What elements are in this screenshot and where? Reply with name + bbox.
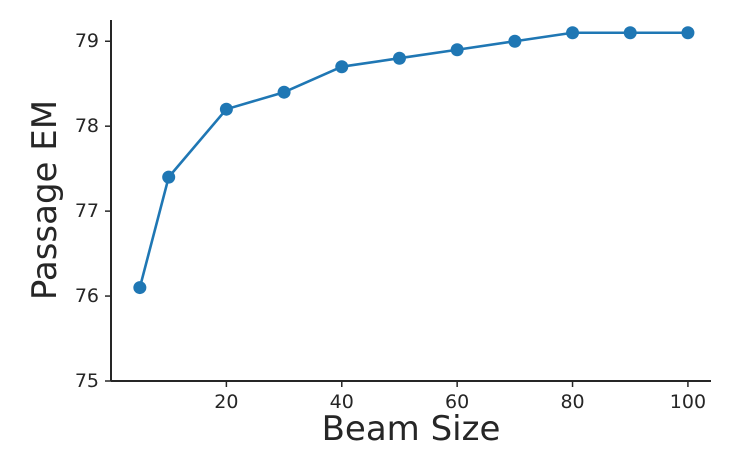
x-tick-label: 80	[560, 391, 584, 413]
y-tick-label: 76	[75, 285, 99, 307]
y-tick-label: 79	[75, 30, 99, 52]
data-point	[566, 26, 580, 40]
y-tick-label: 75	[75, 370, 99, 392]
y-tick-label: 78	[75, 115, 99, 137]
series-layer	[133, 26, 695, 295]
data-point	[277, 85, 291, 99]
data-point	[133, 281, 147, 295]
x-tick-labels: 20 40 60 80 100	[214, 381, 706, 413]
data-point	[335, 60, 349, 74]
y-tick-label: 77	[75, 200, 99, 222]
y-tick-labels: 75 76 77 78 79	[75, 30, 111, 392]
series-line	[138, 31, 688, 288]
data-point	[162, 170, 176, 184]
x-axis-title: Beam Size	[322, 409, 501, 449]
data-point	[392, 51, 406, 65]
data-point	[219, 102, 233, 116]
data-point	[623, 26, 637, 40]
data-point	[450, 43, 464, 57]
x-tick-label: 20	[214, 391, 238, 413]
x-tick-label: 60	[445, 391, 469, 413]
data-point	[508, 34, 522, 48]
x-tick-label: 40	[330, 391, 354, 413]
data-point	[681, 26, 695, 40]
x-tick-label: 100	[670, 391, 706, 413]
y-axis-title: Passage EM	[25, 100, 65, 300]
